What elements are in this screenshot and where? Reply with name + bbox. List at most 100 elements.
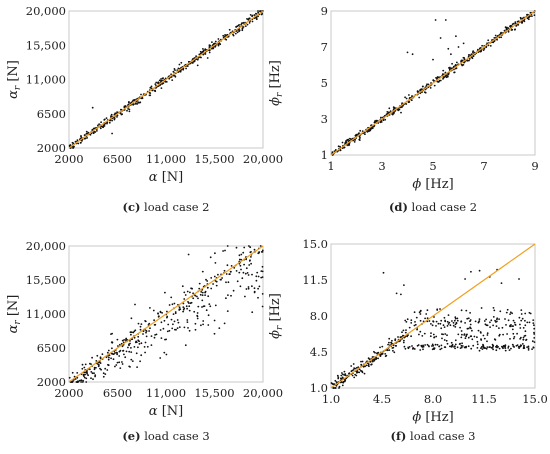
scatter-point bbox=[253, 287, 256, 290]
scatter-point bbox=[213, 319, 216, 322]
scatter-point bbox=[127, 343, 130, 346]
x-axis-label: ϕ [Hz] bbox=[412, 410, 453, 425]
scatter-point bbox=[490, 346, 493, 349]
scatter-point bbox=[251, 273, 253, 276]
scatter-point bbox=[466, 59, 469, 62]
scatter-point bbox=[106, 351, 109, 354]
scatter-point bbox=[189, 291, 191, 294]
scatter-point bbox=[524, 330, 527, 333]
scatter-point bbox=[389, 110, 392, 112]
scatter-point bbox=[526, 13, 528, 16]
scatter-point bbox=[460, 344, 463, 347]
scatter-point bbox=[160, 79, 163, 82]
scatter-point bbox=[261, 293, 264, 295]
x-tick-label: 7 bbox=[480, 159, 487, 173]
scatter-point bbox=[213, 275, 216, 278]
scatter-point bbox=[486, 332, 489, 335]
scatter-point bbox=[444, 333, 447, 335]
scatter-point bbox=[477, 48, 479, 51]
scatter-point bbox=[532, 319, 535, 321]
scatter-point bbox=[168, 329, 171, 332]
scatter-point bbox=[136, 366, 139, 368]
scatter-point bbox=[426, 309, 429, 312]
scatter-point bbox=[144, 341, 147, 344]
scatter-point bbox=[516, 344, 519, 346]
scatter-point bbox=[379, 355, 382, 357]
scatter-point bbox=[533, 341, 536, 343]
scatter-point bbox=[408, 346, 411, 348]
scatter-point bbox=[342, 373, 344, 376]
scatter-point bbox=[89, 368, 91, 371]
scatter-point bbox=[103, 125, 106, 127]
scatter-point bbox=[178, 306, 181, 309]
scatter-point bbox=[482, 49, 485, 51]
scatter-point bbox=[431, 343, 434, 346]
scatter-point bbox=[519, 323, 521, 326]
scatter-point bbox=[72, 147, 75, 149]
y-tick-label: 6500 bbox=[37, 341, 66, 355]
scatter-point bbox=[243, 263, 246, 266]
scatter-point bbox=[483, 346, 486, 349]
scatter-point bbox=[105, 117, 108, 119]
scatter-point bbox=[461, 333, 463, 336]
scatter-point bbox=[505, 324, 507, 326]
scatter-point bbox=[498, 334, 501, 337]
scatter-point bbox=[248, 22, 251, 24]
scatter-point bbox=[227, 294, 229, 296]
reference-line bbox=[330, 243, 536, 389]
scatter-point bbox=[184, 344, 187, 347]
scatter-point bbox=[444, 319, 446, 322]
scatter-point bbox=[498, 347, 501, 350]
y-tick-label: 6500 bbox=[37, 107, 66, 121]
scatter-point bbox=[509, 311, 512, 314]
scatter-point bbox=[200, 291, 203, 293]
scatter-point bbox=[203, 49, 205, 52]
scatter-point bbox=[102, 375, 105, 378]
scatter-point bbox=[476, 340, 479, 343]
scatter-point bbox=[518, 278, 520, 280]
scatter-point bbox=[454, 323, 457, 326]
scatter-point bbox=[444, 71, 447, 74]
scatter-point bbox=[460, 309, 463, 312]
scatter-point bbox=[423, 91, 426, 94]
scatter-point bbox=[516, 332, 518, 335]
scatter-point bbox=[445, 339, 448, 342]
scatter-point bbox=[465, 334, 468, 337]
scatter-point bbox=[160, 337, 163, 339]
scatter-point bbox=[449, 345, 451, 348]
scatter-point bbox=[408, 94, 410, 96]
scatter-point bbox=[464, 337, 467, 340]
scatter-point bbox=[518, 347, 520, 349]
scatter-point bbox=[236, 25, 239, 28]
scatter-point bbox=[217, 273, 219, 276]
scatter-point bbox=[240, 23, 243, 26]
scatter-point bbox=[159, 310, 162, 313]
scatter-point bbox=[137, 322, 140, 325]
scatter-point bbox=[74, 378, 77, 380]
scatter-point bbox=[140, 93, 142, 96]
scatter-point bbox=[107, 358, 110, 361]
scatter-point bbox=[116, 361, 119, 364]
scatter-point bbox=[121, 363, 124, 365]
scatter-point bbox=[160, 87, 163, 89]
scatter-point bbox=[196, 312, 199, 314]
y-tick-label: 2000 bbox=[37, 141, 66, 155]
scatter-point bbox=[191, 61, 194, 64]
scatter-point bbox=[164, 291, 166, 294]
scatter-point bbox=[78, 379, 81, 382]
scatter-point bbox=[348, 372, 351, 375]
scatter-point bbox=[454, 64, 457, 67]
scatter-point bbox=[486, 42, 488, 45]
scatter-point bbox=[469, 323, 472, 326]
scatter-point bbox=[520, 309, 523, 311]
scatter-point bbox=[341, 141, 344, 144]
scatter-point bbox=[511, 28, 514, 31]
scatter-point bbox=[137, 346, 139, 349]
scatter-point bbox=[500, 282, 503, 284]
scatter-point bbox=[436, 309, 439, 311]
scatter-point bbox=[211, 41, 213, 43]
scatter-point bbox=[430, 323, 432, 325]
scatter-point bbox=[466, 327, 469, 330]
scatter-point bbox=[425, 84, 428, 87]
